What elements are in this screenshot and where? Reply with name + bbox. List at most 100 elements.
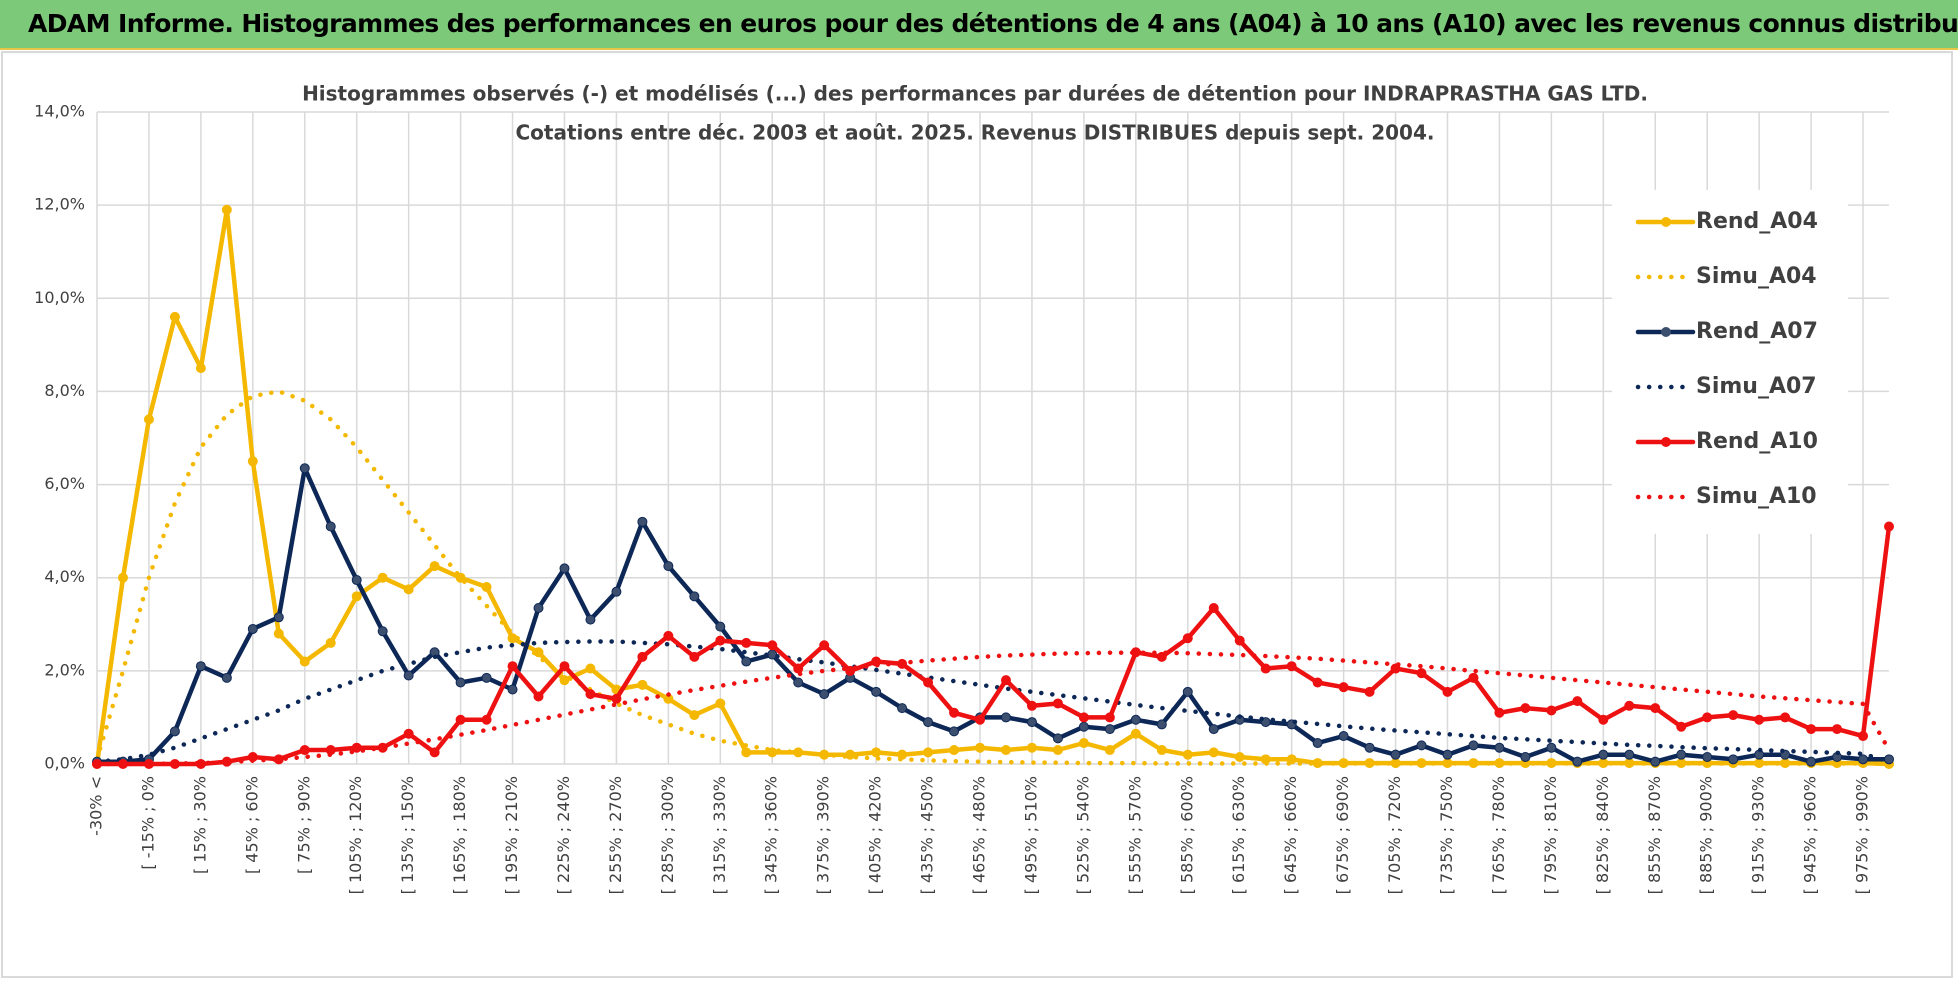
point-marker: [767, 747, 778, 758]
point-marker: [845, 665, 856, 676]
point-marker: [1390, 749, 1401, 760]
point-marker: [923, 677, 934, 688]
point-marker: [1364, 742, 1375, 753]
chart-title: Histogrammes observés (-) et modélisés (…: [302, 82, 1648, 106]
point-marker: [715, 621, 726, 632]
x-tick-label: [ 585% ; 600%: [1177, 776, 1196, 894]
point-marker: [1078, 738, 1089, 749]
point-marker: [1572, 756, 1583, 767]
point-marker: [1494, 707, 1505, 718]
page-title: ADAM Informe. Histogrammes des performan…: [28, 9, 1958, 38]
point-marker: [1104, 724, 1115, 735]
point-marker: [715, 635, 726, 646]
point-marker: [247, 623, 258, 634]
legend-marker: [1661, 217, 1671, 227]
point-marker: [1208, 602, 1219, 613]
x-tick-label: [ 675% ; 690%: [1333, 776, 1352, 894]
point-marker: [1338, 731, 1349, 742]
point-marker: [1182, 633, 1193, 644]
x-tick-label: [ 135% ; 150%: [398, 776, 417, 894]
x-tick-label: [ 915% ; 930%: [1749, 776, 1768, 894]
y-tick-label: 2,0%: [44, 660, 85, 679]
point-marker: [1338, 682, 1349, 693]
point-marker: [793, 677, 804, 688]
point-marker: [1624, 749, 1635, 760]
point-marker: [377, 572, 388, 583]
point-marker: [1650, 703, 1661, 714]
legend-marker: [1661, 327, 1671, 337]
point-marker: [1546, 742, 1557, 753]
x-tick-label: [ 945% ; 960%: [1801, 776, 1820, 894]
point-marker: [1000, 745, 1011, 756]
point-marker: [1156, 745, 1167, 756]
point-marker: [1858, 731, 1869, 742]
x-tick-label: [ 225% ; 240%: [554, 776, 573, 894]
point-marker: [1728, 710, 1739, 721]
point-marker: [273, 628, 284, 639]
point-marker: [1078, 712, 1089, 723]
x-tick-label: [ 615% ; 630%: [1229, 776, 1248, 894]
point-marker: [689, 591, 700, 602]
point-marker: [117, 572, 128, 583]
point-marker: [481, 672, 492, 683]
point-marker: [533, 691, 544, 702]
y-tick-label: 0,0%: [44, 754, 85, 773]
point-marker: [923, 717, 934, 728]
point-marker: [637, 651, 648, 662]
x-tick-label: [ 75% ; 90%: [294, 776, 313, 874]
point-marker: [299, 463, 310, 474]
point-marker: [663, 561, 674, 572]
point-marker: [1182, 686, 1193, 697]
point-marker: [1546, 705, 1557, 716]
point-marker: [1520, 752, 1531, 763]
point-marker: [299, 656, 310, 667]
point-marker: [767, 649, 778, 660]
x-tick-label: [ 465% ; 480%: [970, 776, 989, 894]
x-tick-label: [ 435% ; 450%: [918, 776, 937, 894]
x-tick-label: [ 195% ; 210%: [502, 776, 521, 894]
legend-label: Rend_A07: [1696, 319, 1818, 344]
point-marker: [195, 363, 206, 374]
point-marker: [1884, 521, 1894, 532]
point-marker: [689, 651, 700, 662]
point-marker: [1780, 712, 1791, 723]
point-marker: [299, 745, 310, 756]
x-tick-label: [ -15% ; 0%: [138, 776, 157, 870]
point-marker: [1806, 724, 1817, 735]
point-marker: [1468, 740, 1479, 751]
point-marker: [1650, 756, 1661, 767]
y-tick-label: 8,0%: [44, 381, 85, 400]
point-marker: [1234, 635, 1245, 646]
point-marker: [585, 689, 596, 700]
x-tick-label: [ 405% ; 420%: [866, 776, 885, 894]
legend-marker: [1661, 437, 1671, 447]
point-marker: [559, 675, 570, 686]
point-marker: [1104, 712, 1115, 723]
model-line: [94, 650, 1892, 767]
chart-subtitle: Cotations entre déc. 2003 et août. 2025.…: [515, 121, 1434, 145]
x-tick-label: [ 975% ; 990%: [1853, 776, 1872, 894]
point-marker: [1416, 740, 1427, 751]
point-marker: [1572, 696, 1583, 707]
point-marker: [923, 747, 934, 758]
x-tick-label: [ 705% ; 720%: [1385, 776, 1404, 894]
point-marker: [325, 637, 336, 648]
point-marker: [1702, 752, 1713, 763]
point-marker: [1000, 675, 1011, 686]
point-marker: [1806, 756, 1817, 767]
x-tick-label: [ 15% ; 30%: [190, 776, 209, 874]
point-marker: [1364, 686, 1375, 697]
point-marker: [1832, 724, 1843, 735]
y-tick-label: 10,0%: [34, 288, 85, 307]
point-marker: [1312, 677, 1323, 688]
point-marker: [1598, 714, 1609, 725]
point-marker: [273, 612, 284, 623]
x-tick-label: -30% <: [87, 776, 106, 836]
point-marker: [715, 698, 726, 709]
y-tick-label: 4,0%: [44, 567, 85, 586]
x-tick-label: [ 795% ; 810%: [1541, 776, 1560, 894]
point-marker: [611, 693, 622, 704]
point-marker: [429, 561, 440, 572]
point-marker: [611, 586, 622, 597]
point-marker: [741, 637, 752, 648]
